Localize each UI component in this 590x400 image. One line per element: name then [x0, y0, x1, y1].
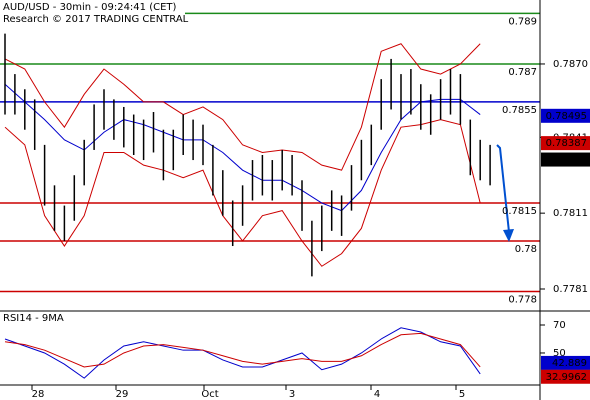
price-marker-box	[541, 152, 590, 167]
forecast-arrowhead	[503, 229, 514, 242]
x-tick-label: 4	[374, 389, 380, 400]
x-tick-label: 5	[459, 389, 465, 400]
level-label: 0.787	[508, 67, 537, 78]
level-label: 0.778	[508, 295, 537, 306]
band-upper	[4, 43, 481, 171]
chart-title: AUD/USD - 30min - 09:24:41 (CET)	[3, 2, 177, 13]
rsi-marker-label: 32.9962	[546, 372, 587, 383]
level-label: 0.7815	[502, 206, 537, 217]
rsi-marker-box	[541, 369, 590, 384]
chart-subtitle: Research © 2017 TRADING CENTRAL	[3, 14, 189, 25]
lines-layer	[0, 12, 540, 293]
price-marker-box	[541, 136, 590, 151]
level-label: 0.789	[508, 16, 537, 27]
rsi-marker-label: 42.889	[552, 358, 587, 369]
rsi-line	[4, 327, 481, 379]
y-tick-label: 0.7870	[553, 59, 588, 70]
rsi-line	[4, 332, 481, 368]
forecast-arrow	[496, 144, 510, 233]
price-marker-box	[541, 108, 590, 123]
y-tick-label: 0.7811	[553, 208, 588, 219]
x-tick-label: 3	[289, 389, 295, 400]
rsi-label: RSI14 - 9MA	[3, 313, 64, 324]
x-tick-label: Oct	[201, 389, 218, 400]
y-tick-label: 0.7781	[553, 284, 588, 295]
band-lower	[4, 119, 481, 267]
x-tick-label: 29	[116, 389, 129, 400]
price-marker-label: 0.78495	[546, 111, 587, 122]
x-tick-label: 28	[32, 389, 45, 400]
rsi-tick-label: 70	[553, 320, 566, 331]
rsi-tick-label: 50	[553, 348, 566, 359]
level-label: 0.7855	[502, 105, 537, 116]
price-marker-label: 0.78322	[546, 155, 587, 166]
level-label: 0.78	[515, 244, 537, 255]
rsi-marker-box	[541, 355, 590, 370]
price-marker-label: 0.78387	[546, 138, 587, 149]
